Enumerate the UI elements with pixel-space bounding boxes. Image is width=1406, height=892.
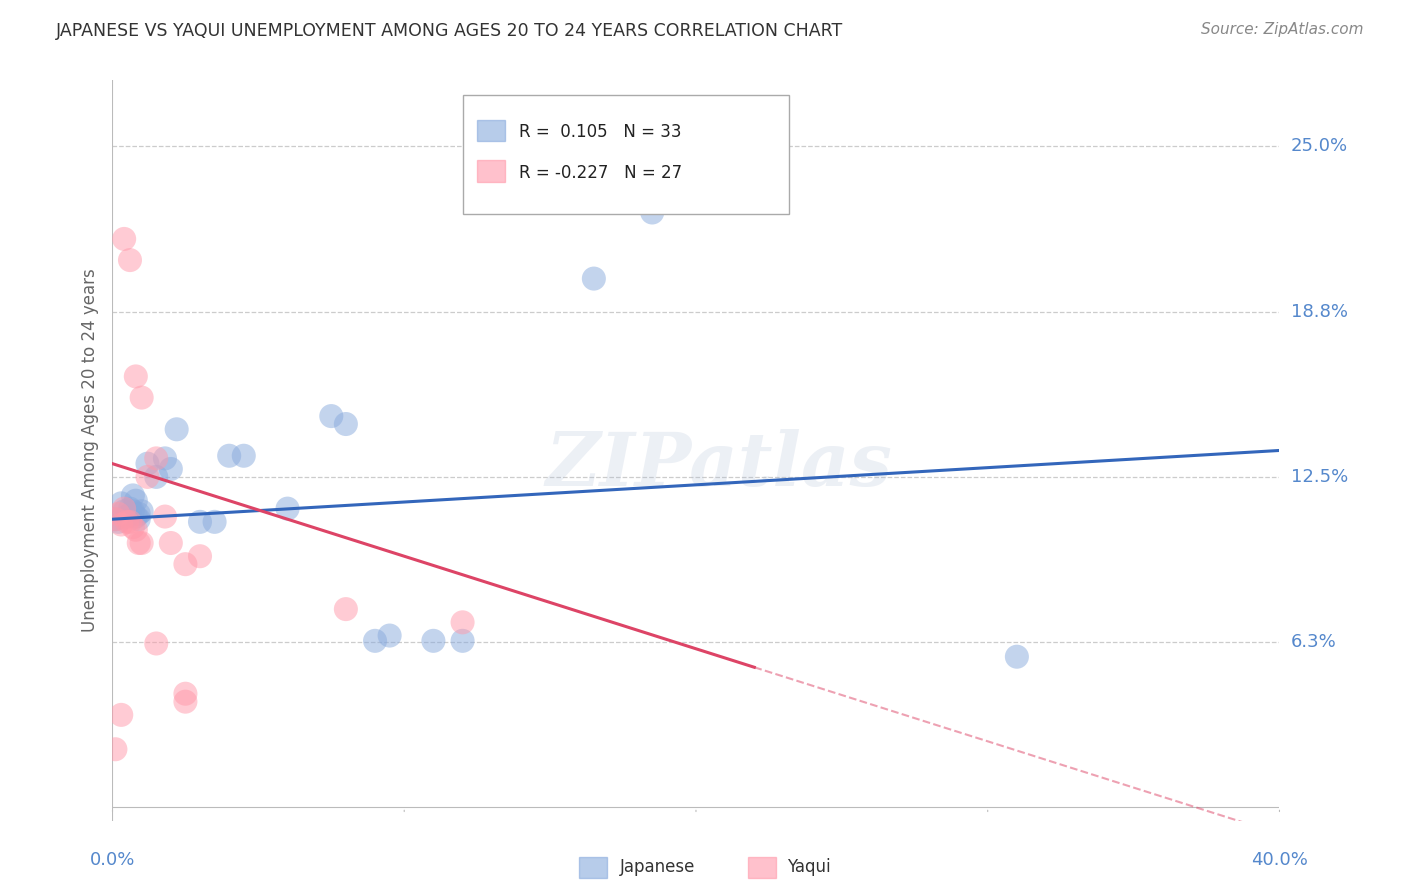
FancyBboxPatch shape [748, 857, 776, 878]
Point [174, 695, 197, 709]
FancyBboxPatch shape [477, 161, 505, 182]
Point [128, 507, 150, 521]
Point [204, 515, 226, 529]
FancyBboxPatch shape [579, 857, 607, 878]
Point [582, 271, 605, 285]
Point [160, 462, 183, 476]
Point [104, 512, 127, 526]
Point [118, 501, 141, 516]
FancyBboxPatch shape [477, 120, 505, 141]
Point [422, 633, 444, 648]
Point [110, 496, 132, 510]
Point [364, 633, 387, 648]
Text: 40.0%: 40.0% [1251, 851, 1308, 869]
FancyBboxPatch shape [463, 95, 789, 213]
Point [112, 232, 135, 246]
Text: Yaqui: Yaqui [787, 858, 831, 876]
Text: Japanese: Japanese [620, 858, 696, 876]
Point [166, 422, 188, 436]
Point [641, 205, 664, 219]
Point [136, 457, 159, 471]
Point [276, 501, 298, 516]
Text: R =  0.105   N = 33: R = 0.105 N = 33 [519, 123, 681, 141]
Point [188, 515, 211, 529]
Text: 12.5%: 12.5% [1291, 468, 1348, 486]
Y-axis label: Unemployment Among Ages 20 to 24 years: Unemployment Among Ages 20 to 24 years [80, 268, 98, 632]
Point [122, 520, 145, 534]
Text: 6.3%: 6.3% [1291, 633, 1336, 651]
Text: 18.8%: 18.8% [1291, 302, 1347, 320]
Point [136, 470, 159, 484]
Point [118, 253, 141, 268]
Point [104, 742, 127, 756]
Point [378, 629, 401, 643]
Point [115, 509, 138, 524]
Point [125, 523, 148, 537]
Point [153, 451, 176, 466]
Point [451, 615, 474, 630]
Point [122, 488, 145, 502]
Point [335, 602, 357, 616]
Point [107, 507, 129, 521]
Point [188, 549, 211, 564]
Point [118, 507, 141, 521]
Point [115, 515, 138, 529]
Text: Source: ZipAtlas.com: Source: ZipAtlas.com [1201, 22, 1364, 37]
Point [122, 504, 145, 518]
Point [112, 504, 135, 518]
Text: R = -0.227   N = 27: R = -0.227 N = 27 [519, 164, 682, 182]
Point [131, 536, 153, 550]
Point [153, 509, 176, 524]
Point [104, 512, 127, 526]
Point [125, 369, 148, 384]
Point [112, 501, 135, 516]
Point [131, 504, 153, 518]
Text: 0.0%: 0.0% [90, 851, 135, 869]
Point [1005, 649, 1028, 664]
Point [125, 493, 148, 508]
Point [174, 687, 197, 701]
Text: ZIPatlas: ZIPatlas [546, 429, 893, 501]
Point [128, 512, 150, 526]
Point [125, 509, 148, 524]
Point [232, 449, 254, 463]
Point [145, 451, 167, 466]
Text: 25.0%: 25.0% [1291, 137, 1348, 155]
Point [128, 536, 150, 550]
Point [145, 470, 167, 484]
Point [321, 409, 343, 423]
Point [335, 417, 357, 431]
Point [174, 557, 197, 571]
Point [451, 633, 474, 648]
Point [160, 536, 183, 550]
Text: JAPANESE VS YAQUI UNEMPLOYMENT AMONG AGES 20 TO 24 YEARS CORRELATION CHART: JAPANESE VS YAQUI UNEMPLOYMENT AMONG AGE… [56, 22, 844, 40]
Point [145, 636, 167, 650]
Point [110, 517, 132, 532]
Point [131, 391, 153, 405]
Point [118, 515, 141, 529]
Point [218, 449, 240, 463]
Point [110, 707, 132, 722]
Point [107, 515, 129, 529]
